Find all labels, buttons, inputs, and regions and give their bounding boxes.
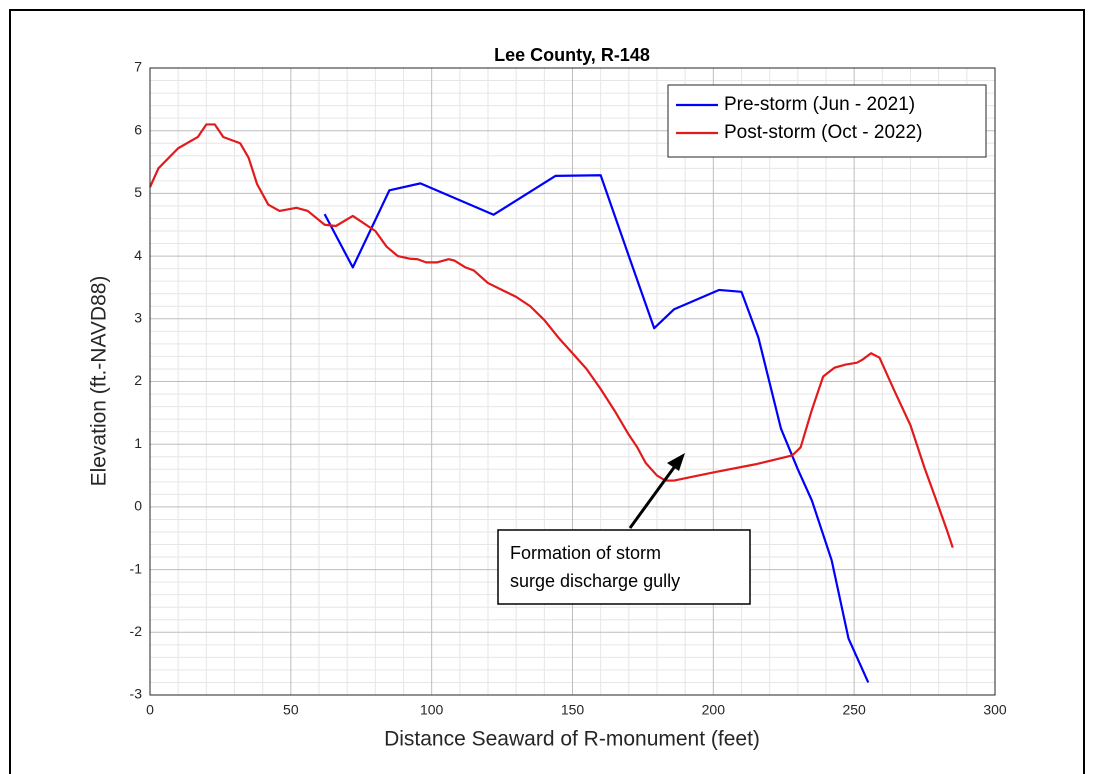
y-tick-label: -2 — [130, 623, 143, 639]
y-tick-label: 5 — [134, 184, 142, 200]
annotation: Formation of storm surge discharge gully — [497, 453, 751, 605]
y-tick-label: 3 — [134, 310, 142, 326]
x-tick-label: 150 — [561, 702, 585, 718]
legend: Pre-storm (Jun - 2021) Post-storm (Oct - … — [667, 84, 987, 158]
legend-label: Pre-storm (Jun - 2021) — [724, 94, 915, 115]
y-tick-label: 1 — [134, 435, 142, 451]
grid: 0 50 100 150 200 250 300 -3 -2 -1 0 1 2 3 4 5 6 7 — [130, 59, 1007, 718]
x-axis-label: Distance Seaward of R-monument (feet) — [384, 728, 760, 751]
axes-box — [149, 67, 996, 696]
y-axis-label: Elevation (ft.-NAVD88) — [88, 276, 111, 487]
y-tick-label: 0 — [134, 498, 142, 514]
y-tick-label: 4 — [134, 247, 142, 263]
annotation-line: Formation of storm — [510, 543, 661, 563]
x-tick-label: 50 — [283, 702, 299, 718]
arrow-head — [667, 453, 685, 471]
y-tick-label: -3 — [130, 686, 143, 702]
x-tick-label: 200 — [702, 702, 726, 718]
x-tick-label: 100 — [420, 702, 444, 718]
x-tick-label: 300 — [983, 702, 1007, 718]
plot — [148, 123, 954, 683]
y-tick-label: 7 — [134, 59, 142, 75]
frame — [9, 9, 1085, 774]
chart-title: Lee County, R-148 — [494, 45, 650, 65]
x-tick-label: 0 — [146, 702, 154, 718]
annotation-box — [497, 529, 751, 605]
y-tick-label: -1 — [130, 560, 143, 576]
x-tick-label: 250 — [842, 702, 866, 718]
legend-label: Post-storm (Oct - 2022) — [724, 122, 923, 143]
series-line — [323, 174, 870, 683]
legend-box — [667, 84, 987, 158]
annotation-arrow — [628, 461, 680, 529]
annotation-line: surge discharge gully — [510, 571, 680, 591]
series-line — [148, 123, 954, 549]
y-tick-label: 6 — [134, 121, 142, 137]
y-tick-label: 2 — [134, 372, 142, 388]
